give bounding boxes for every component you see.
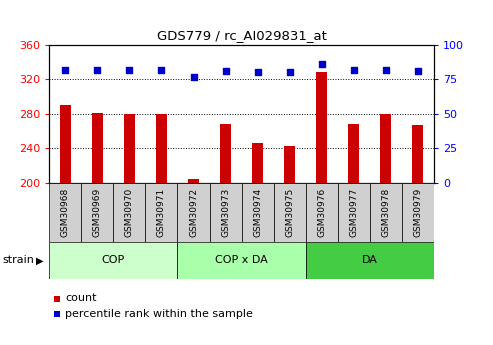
Text: GSM30970: GSM30970 (125, 188, 134, 237)
Bar (156, 114, 167, 183)
Text: DA: DA (362, 256, 378, 265)
Text: GSM30979: GSM30979 (413, 188, 423, 237)
Bar (380, 114, 391, 183)
Bar (242, 183, 274, 242)
Bar (402, 183, 434, 242)
Text: GSM30969: GSM30969 (93, 188, 102, 237)
Bar (92, 113, 103, 183)
Point (317, 61, 325, 67)
Bar (188, 179, 199, 183)
Bar (49, 241, 177, 279)
Point (414, 68, 422, 74)
Text: count: count (65, 294, 97, 303)
Bar (284, 146, 295, 183)
Bar (220, 124, 231, 183)
Text: ▶: ▶ (35, 256, 43, 265)
Text: GSM30974: GSM30974 (253, 188, 262, 237)
Text: GSM30976: GSM30976 (317, 188, 326, 237)
Bar (338, 183, 370, 242)
Bar (124, 114, 135, 183)
Text: percentile rank within the sample: percentile rank within the sample (65, 309, 253, 319)
Point (94, 67, 102, 72)
Point (221, 68, 229, 74)
Bar (348, 124, 359, 183)
Point (350, 67, 357, 72)
Text: GSM30977: GSM30977 (349, 188, 358, 237)
Bar (177, 183, 210, 242)
Point (125, 67, 133, 72)
Text: GSM30972: GSM30972 (189, 188, 198, 237)
Text: GSM30975: GSM30975 (285, 188, 294, 237)
Bar (145, 183, 177, 242)
Title: GDS779 / rc_AI029831_at: GDS779 / rc_AI029831_at (157, 29, 326, 42)
Bar (113, 183, 145, 242)
Text: GSM30973: GSM30973 (221, 188, 230, 237)
Point (189, 74, 197, 79)
Bar (60, 105, 71, 183)
Bar (370, 183, 402, 242)
Bar (177, 241, 306, 279)
Text: GSM30971: GSM30971 (157, 188, 166, 237)
Point (286, 70, 294, 75)
Bar (252, 143, 263, 183)
Text: COP: COP (102, 256, 125, 265)
Bar (412, 125, 423, 183)
Text: GSM30978: GSM30978 (381, 188, 390, 237)
Bar (81, 183, 113, 242)
Text: strain: strain (2, 256, 35, 265)
Bar (306, 183, 338, 242)
Point (253, 70, 261, 75)
Bar (49, 183, 81, 242)
Bar (274, 183, 306, 242)
Bar (210, 183, 242, 242)
Bar (316, 72, 327, 183)
Point (157, 67, 165, 72)
Bar (306, 241, 434, 279)
Point (382, 67, 389, 72)
Point (61, 67, 69, 72)
Text: COP x DA: COP x DA (215, 256, 268, 265)
Text: GSM30968: GSM30968 (61, 188, 70, 237)
